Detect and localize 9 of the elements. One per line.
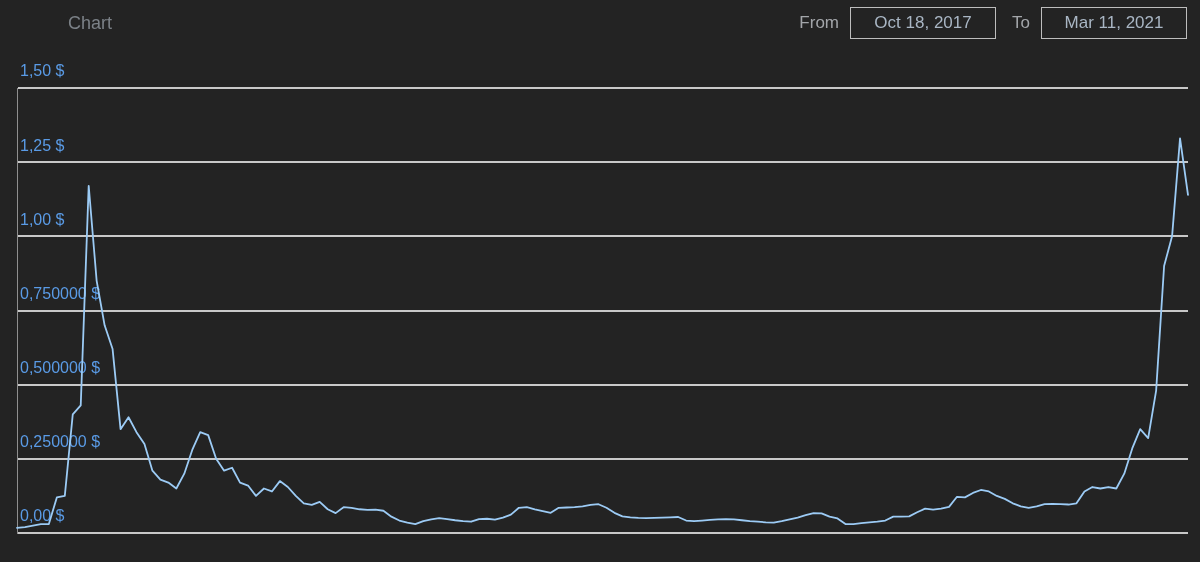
date-field: Oct 18, 2017: [850, 7, 997, 39]
text: From: [799, 13, 840, 33]
y-tick-label: 1,50 $: [20, 62, 65, 80]
text: To: [1012, 13, 1030, 33]
y-tick-label: 1,00 $: [20, 210, 65, 228]
chart-title: Chart: [68, 13, 113, 34]
y-tick-label: 1,25 $: [20, 136, 65, 154]
date-field: Mar 11, 2021: [1041, 7, 1187, 39]
y-tick-label: 0,00 $: [20, 507, 65, 525]
